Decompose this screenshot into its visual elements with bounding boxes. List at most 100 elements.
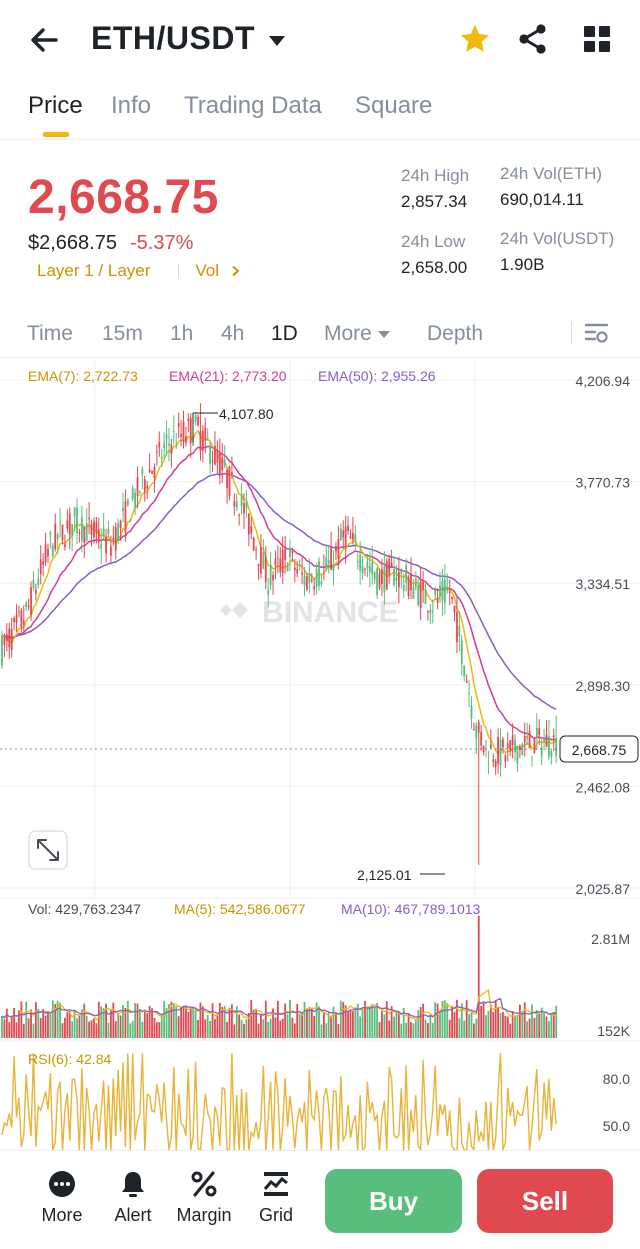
- grid-icon[interactable]: [580, 22, 614, 56]
- volume-bar: [199, 1002, 202, 1038]
- volume-bar: [511, 1012, 514, 1038]
- nav-alert[interactable]: Alert: [103, 1169, 163, 1226]
- volume-bar: [122, 1005, 124, 1038]
- candle-body: [509, 740, 512, 751]
- volume-bar: [204, 1019, 207, 1038]
- interval-4h[interactable]: 4h: [221, 322, 245, 345]
- bell-icon: [122, 1172, 144, 1197]
- volume-bar: [460, 1003, 463, 1038]
- y-tick-label: 3,770.73: [576, 475, 631, 491]
- candle-body: [155, 451, 158, 453]
- candle-body: [497, 736, 499, 764]
- volume-bar: [97, 1001, 100, 1038]
- candle-body: [535, 727, 538, 737]
- volume-bar: [451, 1006, 454, 1038]
- candle-body: [293, 567, 296, 570]
- candle-body: [243, 503, 245, 514]
- candle-body: [148, 469, 151, 472]
- kline-chart-svg: BINANCE EMA(7): 2,722.73 EMA(21): 2,773.…: [0, 360, 640, 1150]
- volume-bar: [34, 1002, 37, 1038]
- star-icon[interactable]: [458, 22, 492, 56]
- volume-bar: [221, 1006, 224, 1038]
- volume-bar: [306, 1008, 308, 1038]
- candle-body: [192, 441, 195, 446]
- volume-bar: [47, 1011, 49, 1038]
- candle-body: [342, 530, 345, 538]
- candle-body: [550, 750, 553, 758]
- back-arrow-icon[interactable]: [26, 22, 62, 58]
- candle-body: [412, 587, 415, 599]
- nav-margin[interactable]: Margin: [174, 1169, 234, 1226]
- kline-chart[interactable]: BINANCE EMA(7): 2,722.73 EMA(21): 2,773.…: [0, 360, 640, 1150]
- tab-price[interactable]: Price: [28, 92, 83, 119]
- volume-bar: [51, 1000, 54, 1038]
- candle-body: [289, 549, 291, 558]
- candle-body: [13, 618, 15, 622]
- volume-bar: [523, 1002, 526, 1038]
- candle-body: [276, 557, 279, 559]
- candle-body: [126, 499, 129, 505]
- candle-body: [102, 527, 105, 536]
- volume-bar: [238, 1014, 241, 1038]
- volume-bar: [54, 1004, 57, 1038]
- volume-ma5-legend: MA(5): 542,586.0677: [174, 901, 306, 917]
- candle-body: [422, 582, 424, 590]
- volume-bar: [168, 1004, 170, 1038]
- volume-bar: [318, 1006, 320, 1038]
- volume-bar: [298, 1013, 301, 1038]
- tab-info[interactable]: Info: [111, 92, 152, 119]
- nav-grid[interactable]: Grid: [246, 1169, 306, 1226]
- buy-button[interactable]: Buy: [325, 1169, 462, 1233]
- interval-1h[interactable]: 1h: [170, 322, 194, 345]
- volume-bar: [88, 1021, 91, 1038]
- candle-body: [143, 479, 146, 492]
- candle-body: [514, 740, 516, 753]
- price-change-percent: -5.37%: [130, 232, 194, 254]
- fullscreen-icon[interactable]: [28, 830, 68, 870]
- volume-bar: [13, 1007, 15, 1038]
- ema7-line: [1, 429, 557, 756]
- rsi-legend: RSI(6): 42.84: [28, 1051, 111, 1067]
- volume-bar: [289, 999, 291, 1038]
- chart-settings-icon[interactable]: [585, 321, 609, 345]
- volume-bar: [80, 1009, 83, 1038]
- sell-button[interactable]: Sell: [477, 1169, 613, 1233]
- interval-depth[interactable]: Depth: [427, 322, 484, 345]
- volume-bar: [342, 1001, 345, 1038]
- low-value: 2,658.00: [401, 258, 468, 277]
- volume-bar: [335, 1012, 337, 1038]
- candle-body: [332, 564, 335, 571]
- candle-body: [216, 453, 219, 463]
- volume-legend: Vol: 429,763.2347: [28, 901, 141, 917]
- candle-body: [240, 495, 243, 507]
- volume-bar: [272, 1008, 274, 1038]
- volume-bar: [308, 1006, 311, 1038]
- interval-time[interactable]: Time: [27, 322, 73, 345]
- nav-grid-label: Grid: [258, 1205, 293, 1225]
- candle-body: [485, 740, 487, 742]
- tab-trading-data[interactable]: Trading Data: [184, 92, 322, 119]
- interval-15m[interactable]: 15m: [102, 322, 143, 345]
- nav-more-label: More: [41, 1205, 83, 1225]
- pair-selector[interactable]: ETH/USDT: [91, 20, 285, 57]
- candle-body: [516, 745, 519, 764]
- candle-body: [378, 573, 381, 588]
- volume-bar: [473, 1023, 475, 1038]
- candle-body: [463, 665, 466, 677]
- category-tag[interactable]: Layer 1 / Layer: [37, 261, 151, 280]
- interval-more[interactable]: More: [324, 322, 390, 346]
- volume-bar: [139, 1009, 141, 1038]
- vol-link[interactable]: Vol: [195, 261, 220, 280]
- share-icon[interactable]: [516, 22, 550, 56]
- candle-body: [320, 581, 323, 584]
- candle-body: [47, 548, 49, 557]
- candle-body: [492, 759, 495, 762]
- candle-body: [78, 532, 81, 534]
- interval-1d[interactable]: 1D: [271, 322, 298, 345]
- candle-body: [199, 431, 202, 451]
- tab-square[interactable]: Square: [355, 92, 433, 119]
- candle-body: [356, 560, 359, 563]
- candle-body: [540, 746, 543, 757]
- candle-body: [97, 529, 100, 543]
- nav-more[interactable]: More: [32, 1169, 92, 1226]
